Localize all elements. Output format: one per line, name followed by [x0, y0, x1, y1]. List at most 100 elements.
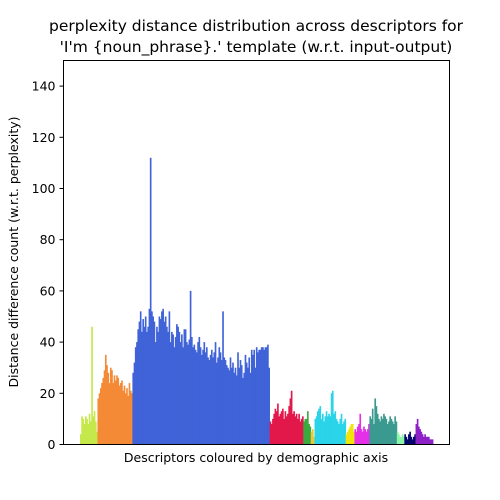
bar-axis7-5: [351, 424, 354, 445]
bar-axis2-52: [197, 342, 199, 445]
bar-axis2-81: [233, 372, 236, 445]
bar-axis2-78: [229, 357, 232, 445]
bar-axis6-14: [331, 390, 334, 445]
bar-axis10-0: [396, 431, 399, 445]
bar-axis3-23: [298, 413, 300, 445]
bar-axis2-15: [151, 311, 153, 445]
y-tick-label-6: 120: [32, 130, 56, 145]
bar-axis8-3: [358, 424, 360, 445]
bar-axis9-21: [395, 421, 398, 445]
bar-axis2-24: [162, 308, 164, 445]
bar-axis1-11: [111, 370, 113, 445]
bar-axis2-72: [222, 311, 224, 445]
bar-axis2-31: [171, 331, 173, 445]
bar-axis2-77: [228, 370, 231, 445]
bar-axis4-2: [305, 418, 308, 445]
bar-axis6-1: [315, 416, 318, 445]
bar-axis3-21: [295, 413, 298, 445]
bar-axis3-7: [278, 416, 280, 445]
bar-axis1-8: [107, 372, 110, 445]
bar-axis6-19: [338, 424, 340, 445]
bar-axis12-7: [424, 434, 426, 445]
bar-axis12-0: [415, 424, 418, 445]
bar-axis6-2: [317, 411, 319, 445]
bar-axis2-90: [244, 354, 247, 445]
bar-axis6-18: [336, 421, 339, 445]
bar-axis11-5: [410, 436, 413, 445]
bar-axis4-4: [308, 424, 310, 445]
bar-axis1-25: [128, 383, 131, 445]
bar-axis11-6: [411, 439, 414, 445]
bar-axis3-20: [294, 416, 297, 445]
bar-axis3-14: [287, 413, 289, 445]
bar-axis10-2: [399, 436, 401, 445]
bar-axis6-0: [314, 418, 317, 445]
bar-axis2-76: [227, 367, 229, 445]
bar-axis2-6: [139, 311, 142, 445]
bar-axis3-9: [280, 411, 283, 445]
bar-axis2-62: [209, 354, 212, 445]
bar-axis2-98: [254, 367, 257, 445]
bar-axis2-63: [210, 349, 213, 445]
bar-axis7-3: [349, 426, 352, 445]
bar-group: [80, 157, 434, 445]
bar-axis8-2: [356, 426, 359, 445]
bar-axis2-37: [178, 331, 181, 445]
bar-axis12-9: [426, 436, 429, 445]
bar-axis1-20: [122, 390, 125, 445]
bar-axis9-12: [384, 416, 386, 445]
bar-axis9-9: [380, 416, 383, 445]
bar-axis2-99: [255, 347, 258, 445]
bar-axis1-21: [123, 385, 126, 445]
bar-axis3-2: [272, 418, 274, 445]
bar-axis2-75: [225, 365, 228, 445]
y-tick-label-5: 100: [32, 181, 56, 196]
bar-axis3-16: [289, 398, 292, 445]
bar-axis2-21: [158, 316, 161, 445]
bar-axis8-7: [363, 426, 365, 445]
bar-axis2-97: [253, 349, 256, 445]
bar-axis6-6: [321, 413, 324, 445]
bar-axis3-10: [282, 408, 284, 445]
bar-axis1-12: [112, 383, 115, 445]
bar-axis2-59: [205, 347, 208, 445]
bar-axis8-9: [365, 431, 368, 445]
bar-axis1-6: [104, 354, 107, 445]
bar-axis2-14: [149, 157, 152, 445]
bar-axis2-19: [156, 326, 158, 445]
bar-axis2-50: [194, 349, 197, 445]
y-tick-label-4: 80: [40, 232, 56, 247]
bar-axis2-36: [177, 326, 179, 445]
bar-axis2-91: [245, 362, 248, 445]
bar-axis3-11: [283, 418, 285, 445]
bar-axis10-1: [398, 434, 400, 445]
bar-axis1-18: [119, 383, 122, 445]
bar-axis2-60: [207, 357, 209, 445]
bar-axis9-7: [378, 418, 380, 445]
bar-axis12-5: [421, 434, 424, 445]
x-axis-label: Descriptors coloured by demographic axis: [124, 450, 388, 465]
bar-axis0-5: [86, 418, 88, 445]
bar-axis3-5: [275, 411, 278, 445]
bar-axis5-1: [312, 429, 314, 445]
bar-axis9-18: [391, 421, 394, 445]
bar-axis6-22: [341, 424, 344, 445]
bar-axis2-67: [215, 362, 218, 445]
bar-axis1-5: [103, 370, 106, 445]
bar-axis1-1: [98, 393, 101, 445]
bar-axis2-65: [213, 352, 216, 445]
bar-axis1-26: [129, 390, 132, 445]
bar-axis3-15: [288, 406, 290, 445]
bar-axis2-89: [243, 372, 246, 445]
bar-axis8-5: [360, 429, 363, 445]
bar-axis10-3: [400, 436, 403, 445]
bar-axis9-15: [388, 421, 390, 445]
bar-axis3-1: [270, 424, 273, 445]
bar-axis3-13: [285, 416, 288, 445]
bar-axis2-56: [202, 349, 204, 445]
bar-axis2-28: [167, 331, 169, 445]
bar-axis6-20: [339, 418, 342, 445]
bar-axis9-16: [389, 416, 391, 445]
bar-axis2-33: [173, 347, 176, 445]
